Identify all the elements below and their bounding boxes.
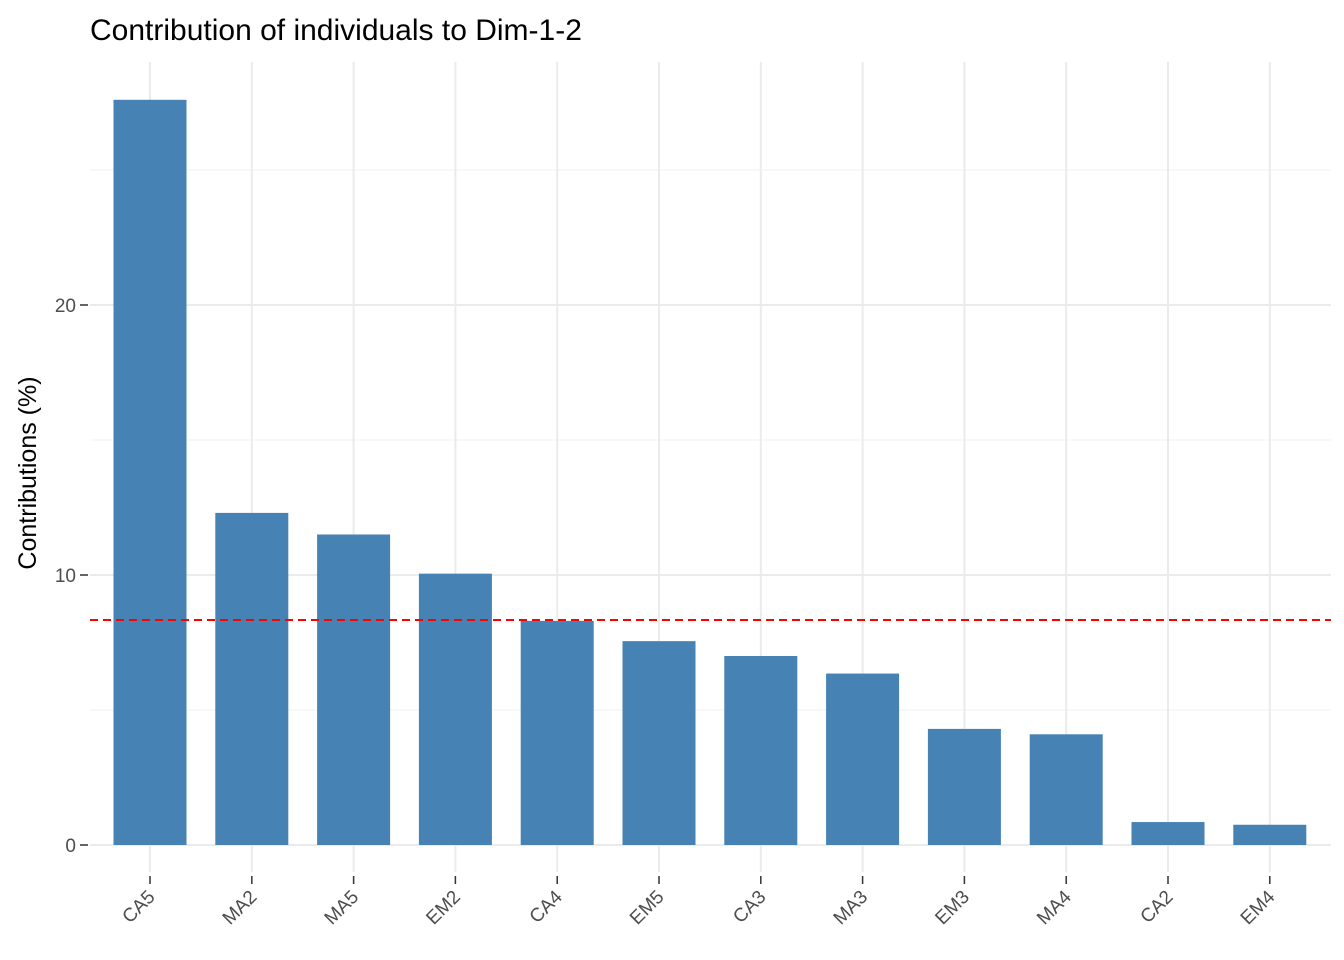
- bar-ma3: [826, 673, 900, 845]
- x-tick-label: MA2: [219, 887, 261, 929]
- bar-em3: [927, 728, 1001, 845]
- x-tick-label: MA5: [321, 887, 363, 929]
- x-tick-label: CA5: [119, 887, 160, 928]
- y-axis: 0 10 20: [55, 296, 88, 857]
- x-axis: CA5 MA2 MA5 EM2 CA4 EM5 CA3 MA3 EM3 MA4 CA2 EM4: [119, 876, 1280, 929]
- chart-title: Contribution of individuals to Dim-1-2: [90, 14, 582, 47]
- bars: [113, 99, 1307, 846]
- x-tick-label: MA3: [830, 887, 872, 929]
- bar-ca2: [1131, 822, 1205, 845]
- x-tick-label: MA4: [1033, 886, 1076, 929]
- y-axis-label: Contributions (%): [14, 376, 42, 569]
- y-tick-label: 20: [55, 296, 76, 317]
- bar-ma4: [1029, 734, 1103, 845]
- bar-ma2: [215, 512, 289, 845]
- bar-ma5: [317, 534, 391, 845]
- bar-ca5: [113, 99, 187, 846]
- x-tick-label: CA4: [526, 886, 567, 927]
- y-tick-label: 0: [65, 836, 76, 857]
- bar-ca4: [520, 620, 594, 845]
- y-tick-label: 10: [55, 566, 76, 587]
- bar-em2: [418, 573, 492, 845]
- bar-ca3: [724, 656, 798, 845]
- x-tick-label: EM4: [1237, 886, 1280, 929]
- x-tick-label: CA3: [729, 887, 770, 928]
- x-tick-label: EM2: [422, 887, 464, 929]
- x-tick-label: CA2: [1137, 887, 1178, 928]
- x-tick-label: EM3: [931, 887, 973, 929]
- bar-em5: [622, 641, 696, 845]
- x-tick-label: EM5: [626, 887, 668, 929]
- bar-em4: [1233, 824, 1307, 845]
